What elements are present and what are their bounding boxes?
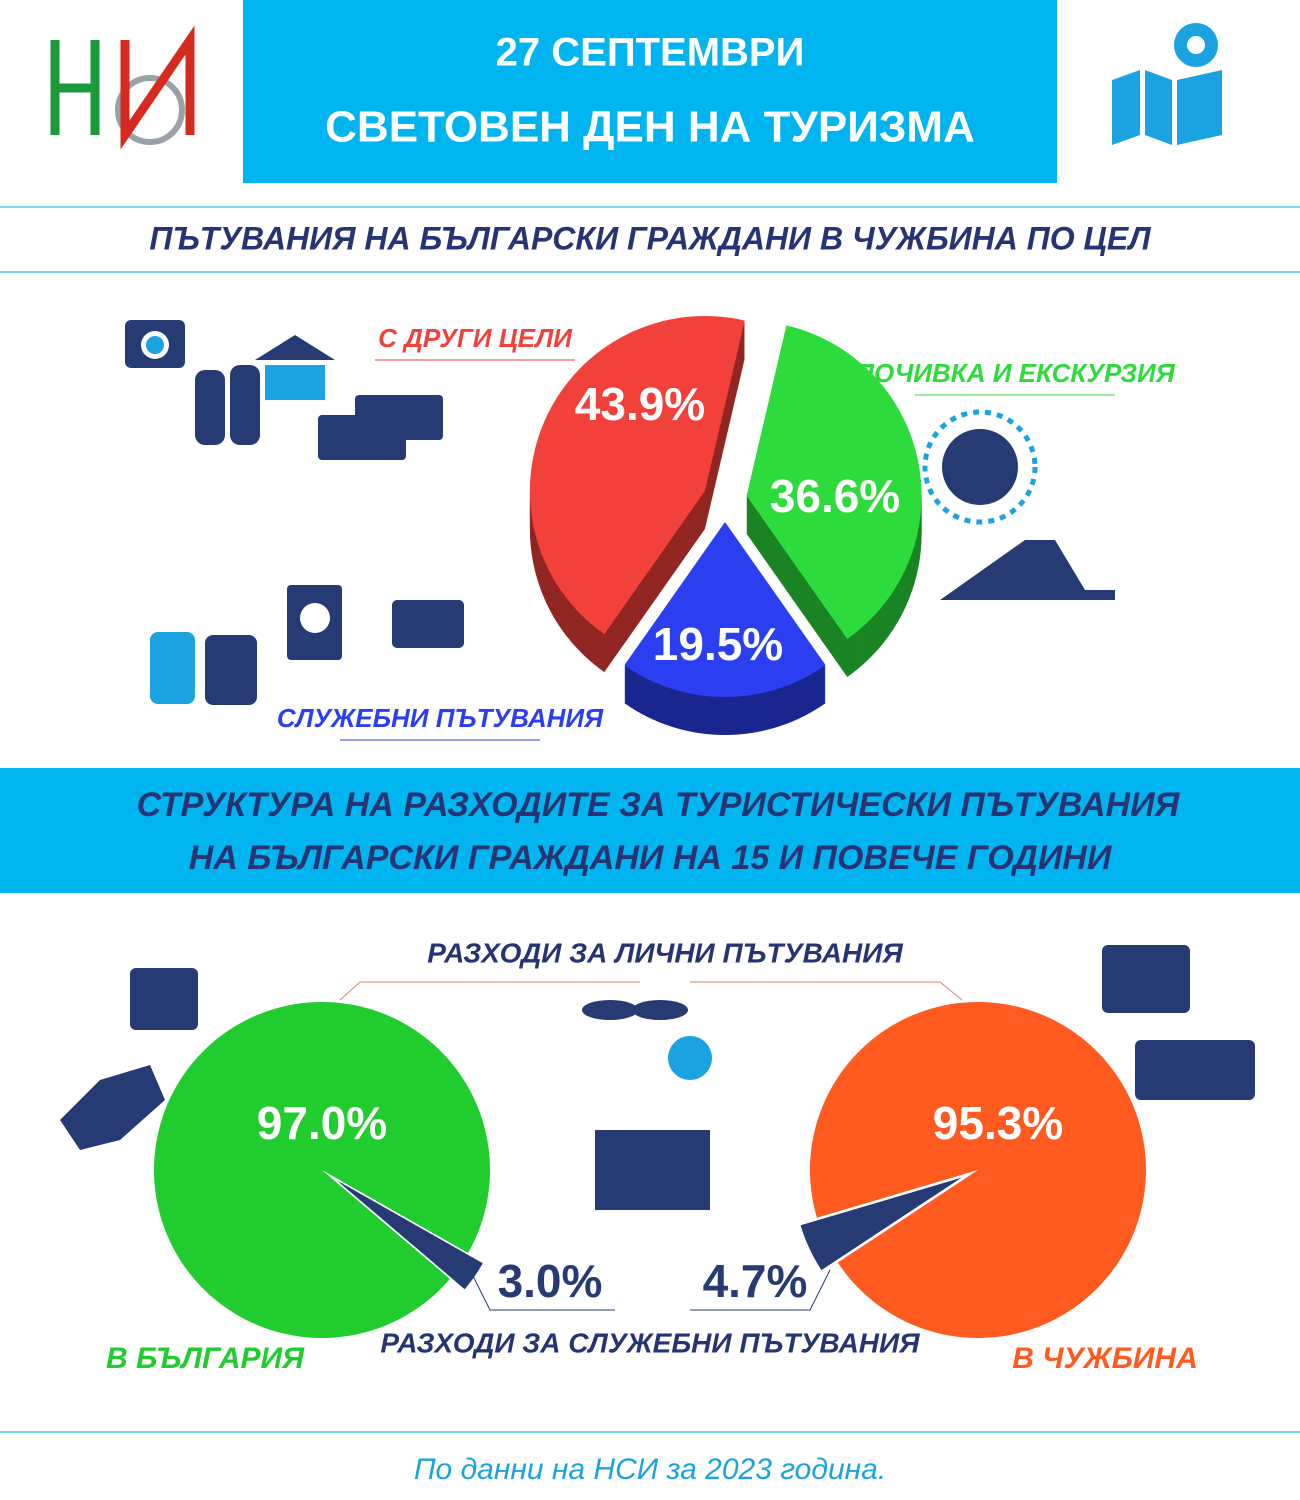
leader-line (339, 981, 963, 1001)
map-icon (1112, 23, 1222, 145)
section-title: НА БЪЛГАРСКИ ГРАЖДАНИ НА 15 И ПОВЕЧЕ ГОД… (189, 839, 1113, 877)
header-title: СВЕТОВЕН ДЕН НА ТУРИЗМА (325, 103, 975, 152)
legend-label: РАЗХОДИ ЗА СЛУЖЕБНИ ПЪТУВАНИЯ (380, 1327, 920, 1358)
pie-slice (336, 1180, 483, 1290)
section-band (0, 768, 1300, 893)
category-label: ПОЧИВКА И ЕКСКУРЗИЯ (855, 358, 1175, 388)
value-label: 97.0% (257, 1097, 387, 1149)
category-label: С ДРУГИ ЦЕЛИ (378, 323, 573, 353)
value-label: 4.7% (703, 1255, 808, 1307)
pie-title: В БЪЛГАРИЯ (106, 1342, 305, 1375)
pie-slice (153, 1002, 490, 1339)
header-title: 27 СЕПТЕМВРИ (496, 31, 805, 75)
header-box (243, 0, 1057, 183)
footer: По данни на НСИ за 2023 година. (414, 1453, 886, 1486)
chart-title: ПЪТУВАНИЯ НА БЪЛГАРСКИ ГРАЖДАНИ В ЧУЖБИН… (149, 220, 1151, 256)
category-label: СЛУЖЕБНИ ПЪТУВАНИЯ (277, 703, 604, 733)
logo (50, 25, 195, 150)
section-title: СТРУКТУРА НА РАЗХОДИТЕ ЗА ТУРИСТИЧЕСКИ П… (137, 786, 1181, 824)
value-label: 19.5% (653, 618, 783, 670)
value-label: 43.9% (575, 378, 705, 430)
value-label: 3.0% (498, 1255, 603, 1307)
leader-line (469, 1269, 831, 1311)
legend-label: РАЗХОДИ ЗА ЛИЧНИ ПЪТУВАНИЯ (427, 937, 903, 968)
pie-slice (746, 325, 922, 639)
pie-title: В ЧУЖБИНА (1012, 1342, 1198, 1375)
value-label: 36.6% (770, 470, 900, 522)
pie-slice (800, 1177, 962, 1271)
value-label: 95.3% (933, 1097, 1063, 1149)
pie-slice (529, 316, 745, 635)
pie-slice (624, 522, 826, 697)
pie-slice (810, 1001, 1146, 1338)
icons (60, 320, 1255, 1210)
